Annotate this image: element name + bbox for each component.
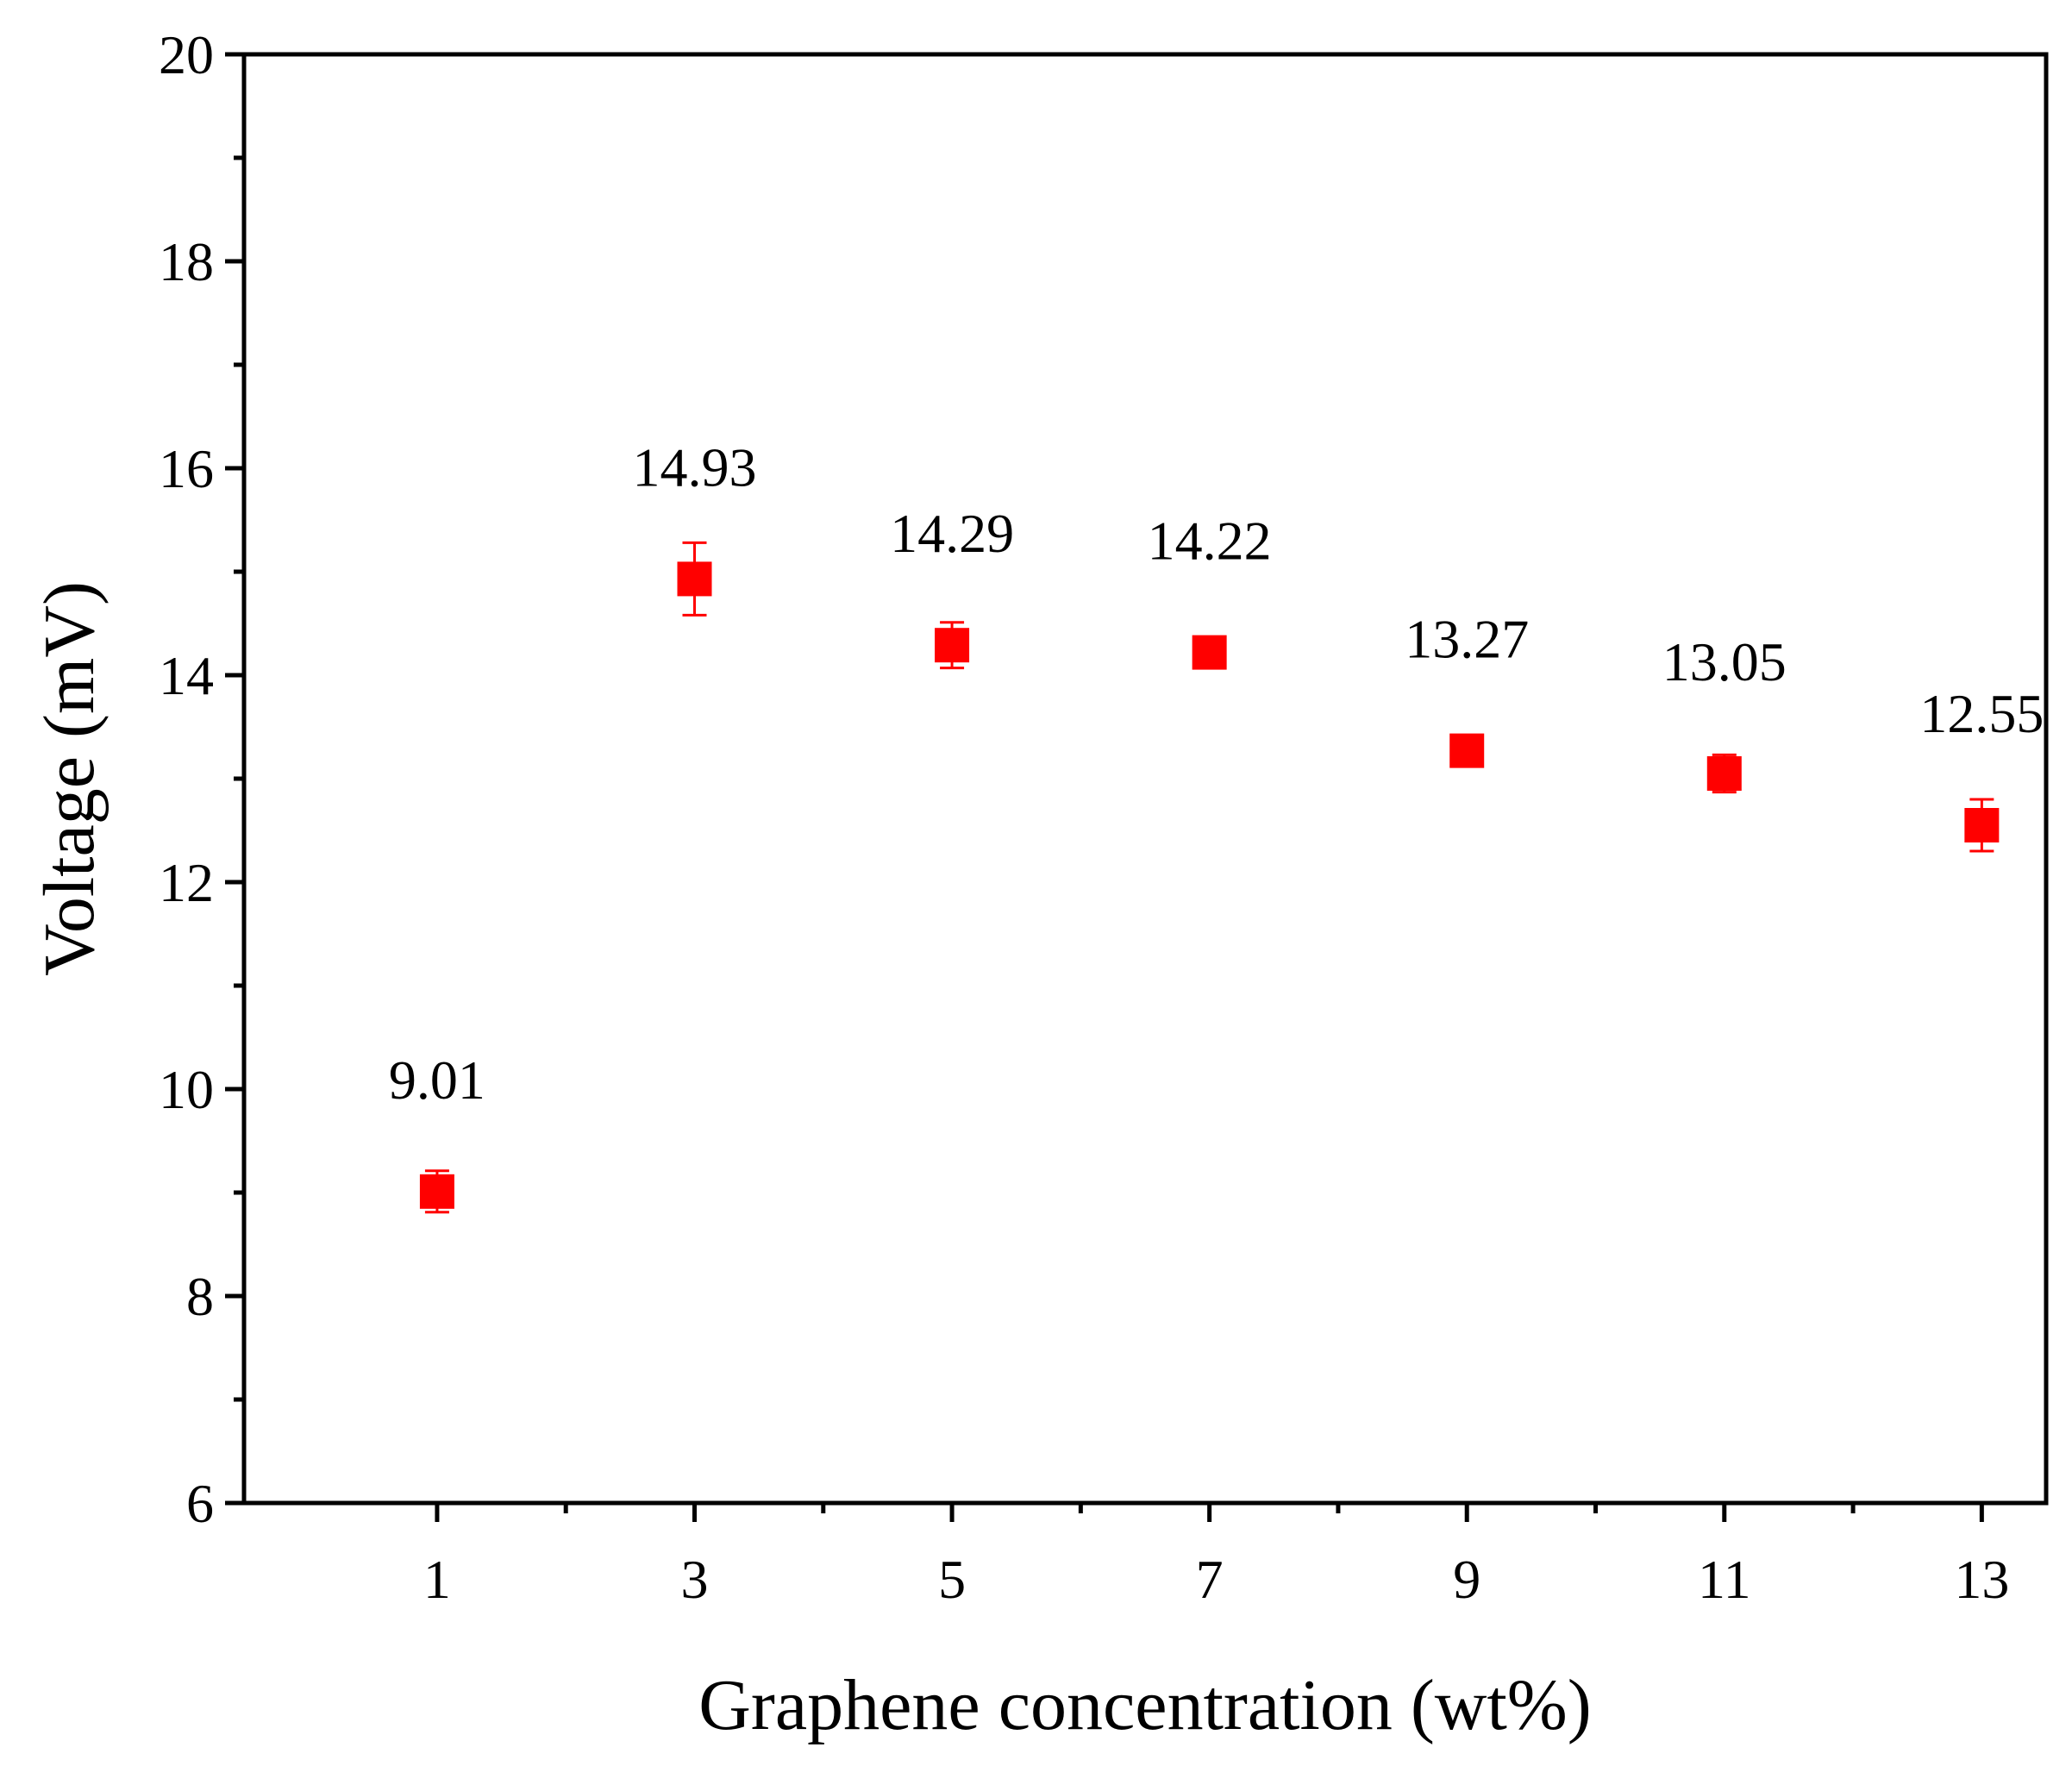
plot-frame (241, 52, 2049, 1506)
data-point (677, 561, 712, 597)
data-label: 14.22 (1148, 510, 1272, 572)
data-point (419, 1174, 454, 1209)
x-tick-label: 9 (1453, 1549, 1480, 1610)
y-tick-label: 10 (159, 1059, 214, 1120)
data-label: 12.55 (1919, 683, 2044, 744)
x-tick-label: 11 (1698, 1549, 1751, 1610)
data-label: 13.05 (1662, 631, 1787, 692)
y-tick-label: 20 (159, 24, 214, 85)
data-point (1706, 756, 1742, 791)
data-marks: 9.01 14.93 14.29 14.22 13.27 13.05 12.55 (389, 436, 2044, 1214)
x-tick-label: 5 (938, 1549, 966, 1610)
y-tick-label: 6 (186, 1473, 214, 1534)
data-label: 13.27 (1405, 609, 1529, 670)
data-label: 9.01 (389, 1049, 485, 1111)
y-tick-label: 16 (159, 438, 214, 499)
x-tick-label: 13 (1954, 1549, 2009, 1610)
x-tick-label: 3 (681, 1549, 709, 1610)
data-point (1192, 635, 1227, 670)
y-tick-label: 8 (186, 1266, 214, 1327)
x-tick-label: 7 (1196, 1549, 1224, 1610)
axis-ticks (225, 52, 1984, 1522)
x-axis-title: Graphene concentration (wt%) (698, 1665, 1592, 1745)
data-label: 14.29 (890, 503, 1014, 564)
data-point (1449, 733, 1485, 768)
y-tick-label: 12 (159, 852, 214, 913)
data-label: 14.93 (633, 436, 757, 498)
x-tick-label: 1 (423, 1549, 451, 1610)
data-point (1964, 808, 2000, 842)
y-tick-label: 14 (159, 645, 214, 706)
y-axis-title: Voltage (mV) (29, 581, 110, 976)
data-point (935, 628, 970, 663)
y-tick-label: 18 (159, 231, 214, 292)
